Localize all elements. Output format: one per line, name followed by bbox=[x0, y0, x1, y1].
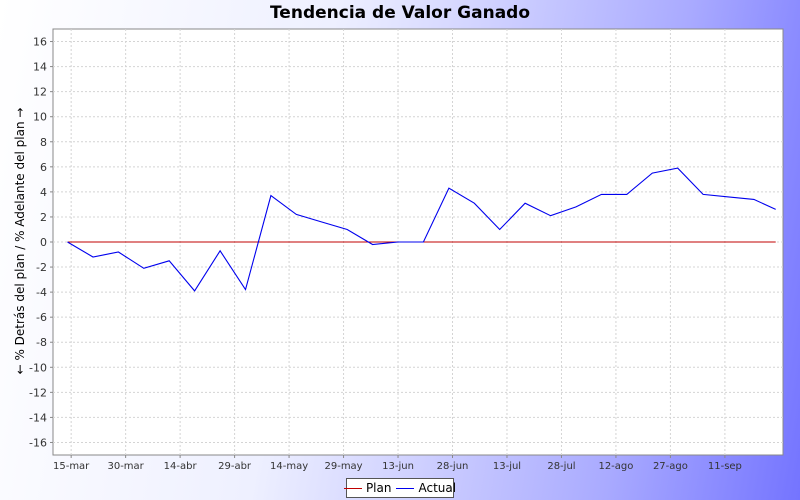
y-tick-label: -10 bbox=[29, 361, 47, 374]
y-tick-label: 8 bbox=[40, 136, 47, 149]
x-tick-label: 27-ago bbox=[653, 461, 688, 472]
x-tick-label: 14-may bbox=[270, 461, 308, 472]
x-tick-label: 28-jun bbox=[437, 461, 469, 472]
y-tick-label: 6 bbox=[40, 161, 47, 174]
y-tick-label: 0 bbox=[40, 236, 47, 249]
plan-swatch-icon bbox=[343, 487, 362, 489]
actual-swatch-icon bbox=[396, 487, 415, 489]
legend-item-actual: Actual bbox=[396, 481, 456, 495]
y-tick-label: -6 bbox=[36, 311, 47, 324]
x-tick-label: 12-ago bbox=[598, 461, 633, 472]
y-tick-label: 14 bbox=[33, 61, 47, 74]
y-tick-label: 16 bbox=[33, 36, 47, 49]
x-tick-label: 14-abr bbox=[164, 461, 198, 472]
y-tick-label: -2 bbox=[36, 261, 47, 274]
series-lines bbox=[67, 167, 776, 292]
y-tick-label: 10 bbox=[33, 111, 47, 124]
series-line-actual bbox=[67, 167, 776, 292]
legend-label-actual: Actual bbox=[418, 481, 457, 495]
legend: Plan Actual bbox=[343, 478, 456, 498]
x-tick-label: 13-jun bbox=[382, 461, 414, 472]
y-tick-label: -14 bbox=[29, 411, 47, 424]
y-axis: -16 -14 -12 -10 -8 -6 -4 -2 0 2 4 6 8 10 12 14 16 bbox=[29, 36, 53, 449]
legend-item-plan: Plan bbox=[343, 481, 392, 495]
y-tick-label: -16 bbox=[29, 436, 47, 449]
x-tick-label: 15-mar bbox=[53, 461, 90, 472]
x-tick-label: 30-mar bbox=[107, 461, 144, 472]
y-tick-label: -12 bbox=[29, 386, 47, 399]
x-tick-label: 13-jul bbox=[493, 461, 521, 472]
x-tick-label: 29-may bbox=[324, 461, 362, 472]
x-axis: 15-mar 30-mar 14-abr 29-abr 14-may 29-may 13-j… bbox=[53, 455, 742, 472]
y-tick-label: -4 bbox=[36, 286, 47, 299]
x-tick-label: 29-abr bbox=[218, 461, 252, 472]
y-tick-label: 4 bbox=[40, 186, 47, 199]
x-tick-label: 11-sep bbox=[708, 461, 742, 472]
chart-title: Tendencia de Valor Ganado bbox=[269, 3, 531, 23]
y-tick-label: 2 bbox=[40, 211, 47, 224]
legend-label-plan: Plan bbox=[365, 481, 392, 495]
y-tick-label: 12 bbox=[33, 86, 47, 99]
y-tick-label: -8 bbox=[36, 336, 47, 349]
x-tick-label: 28-jul bbox=[547, 461, 575, 472]
